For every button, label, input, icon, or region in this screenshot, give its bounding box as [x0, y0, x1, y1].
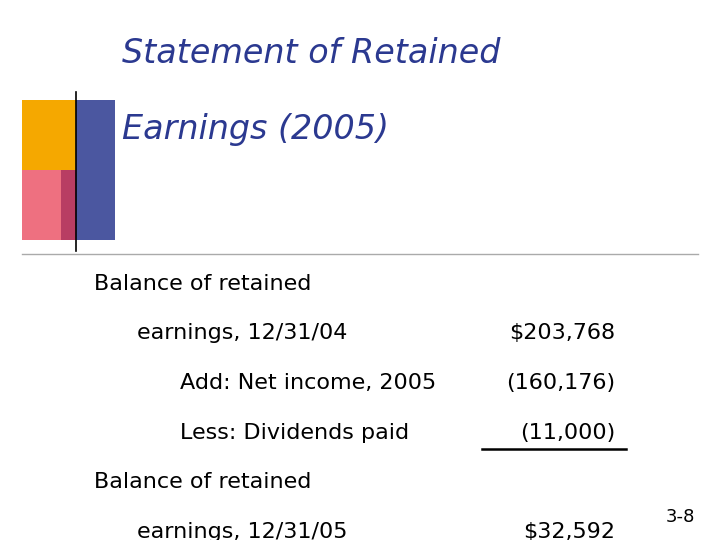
- Text: $203,768: $203,768: [510, 323, 616, 343]
- Text: Statement of Retained: Statement of Retained: [122, 37, 501, 70]
- Text: Earnings (2005): Earnings (2005): [122, 113, 390, 146]
- Bar: [22, 100, 76, 170]
- Text: Balance of retained: Balance of retained: [94, 472, 311, 492]
- Text: earnings, 12/31/05: earnings, 12/31/05: [137, 522, 347, 540]
- Text: Less: Dividends paid: Less: Dividends paid: [180, 422, 409, 443]
- Text: (160,176): (160,176): [506, 373, 616, 393]
- Text: (11,000): (11,000): [521, 422, 616, 443]
- Text: Add: Net income, 2005: Add: Net income, 2005: [180, 373, 436, 393]
- Text: $32,592: $32,592: [523, 522, 616, 540]
- Text: Balance of retained: Balance of retained: [94, 273, 311, 294]
- Text: earnings, 12/31/04: earnings, 12/31/04: [137, 323, 347, 343]
- Text: 3-8: 3-8: [665, 509, 695, 526]
- Bar: [22, 170, 76, 240]
- Bar: [61, 100, 115, 240]
